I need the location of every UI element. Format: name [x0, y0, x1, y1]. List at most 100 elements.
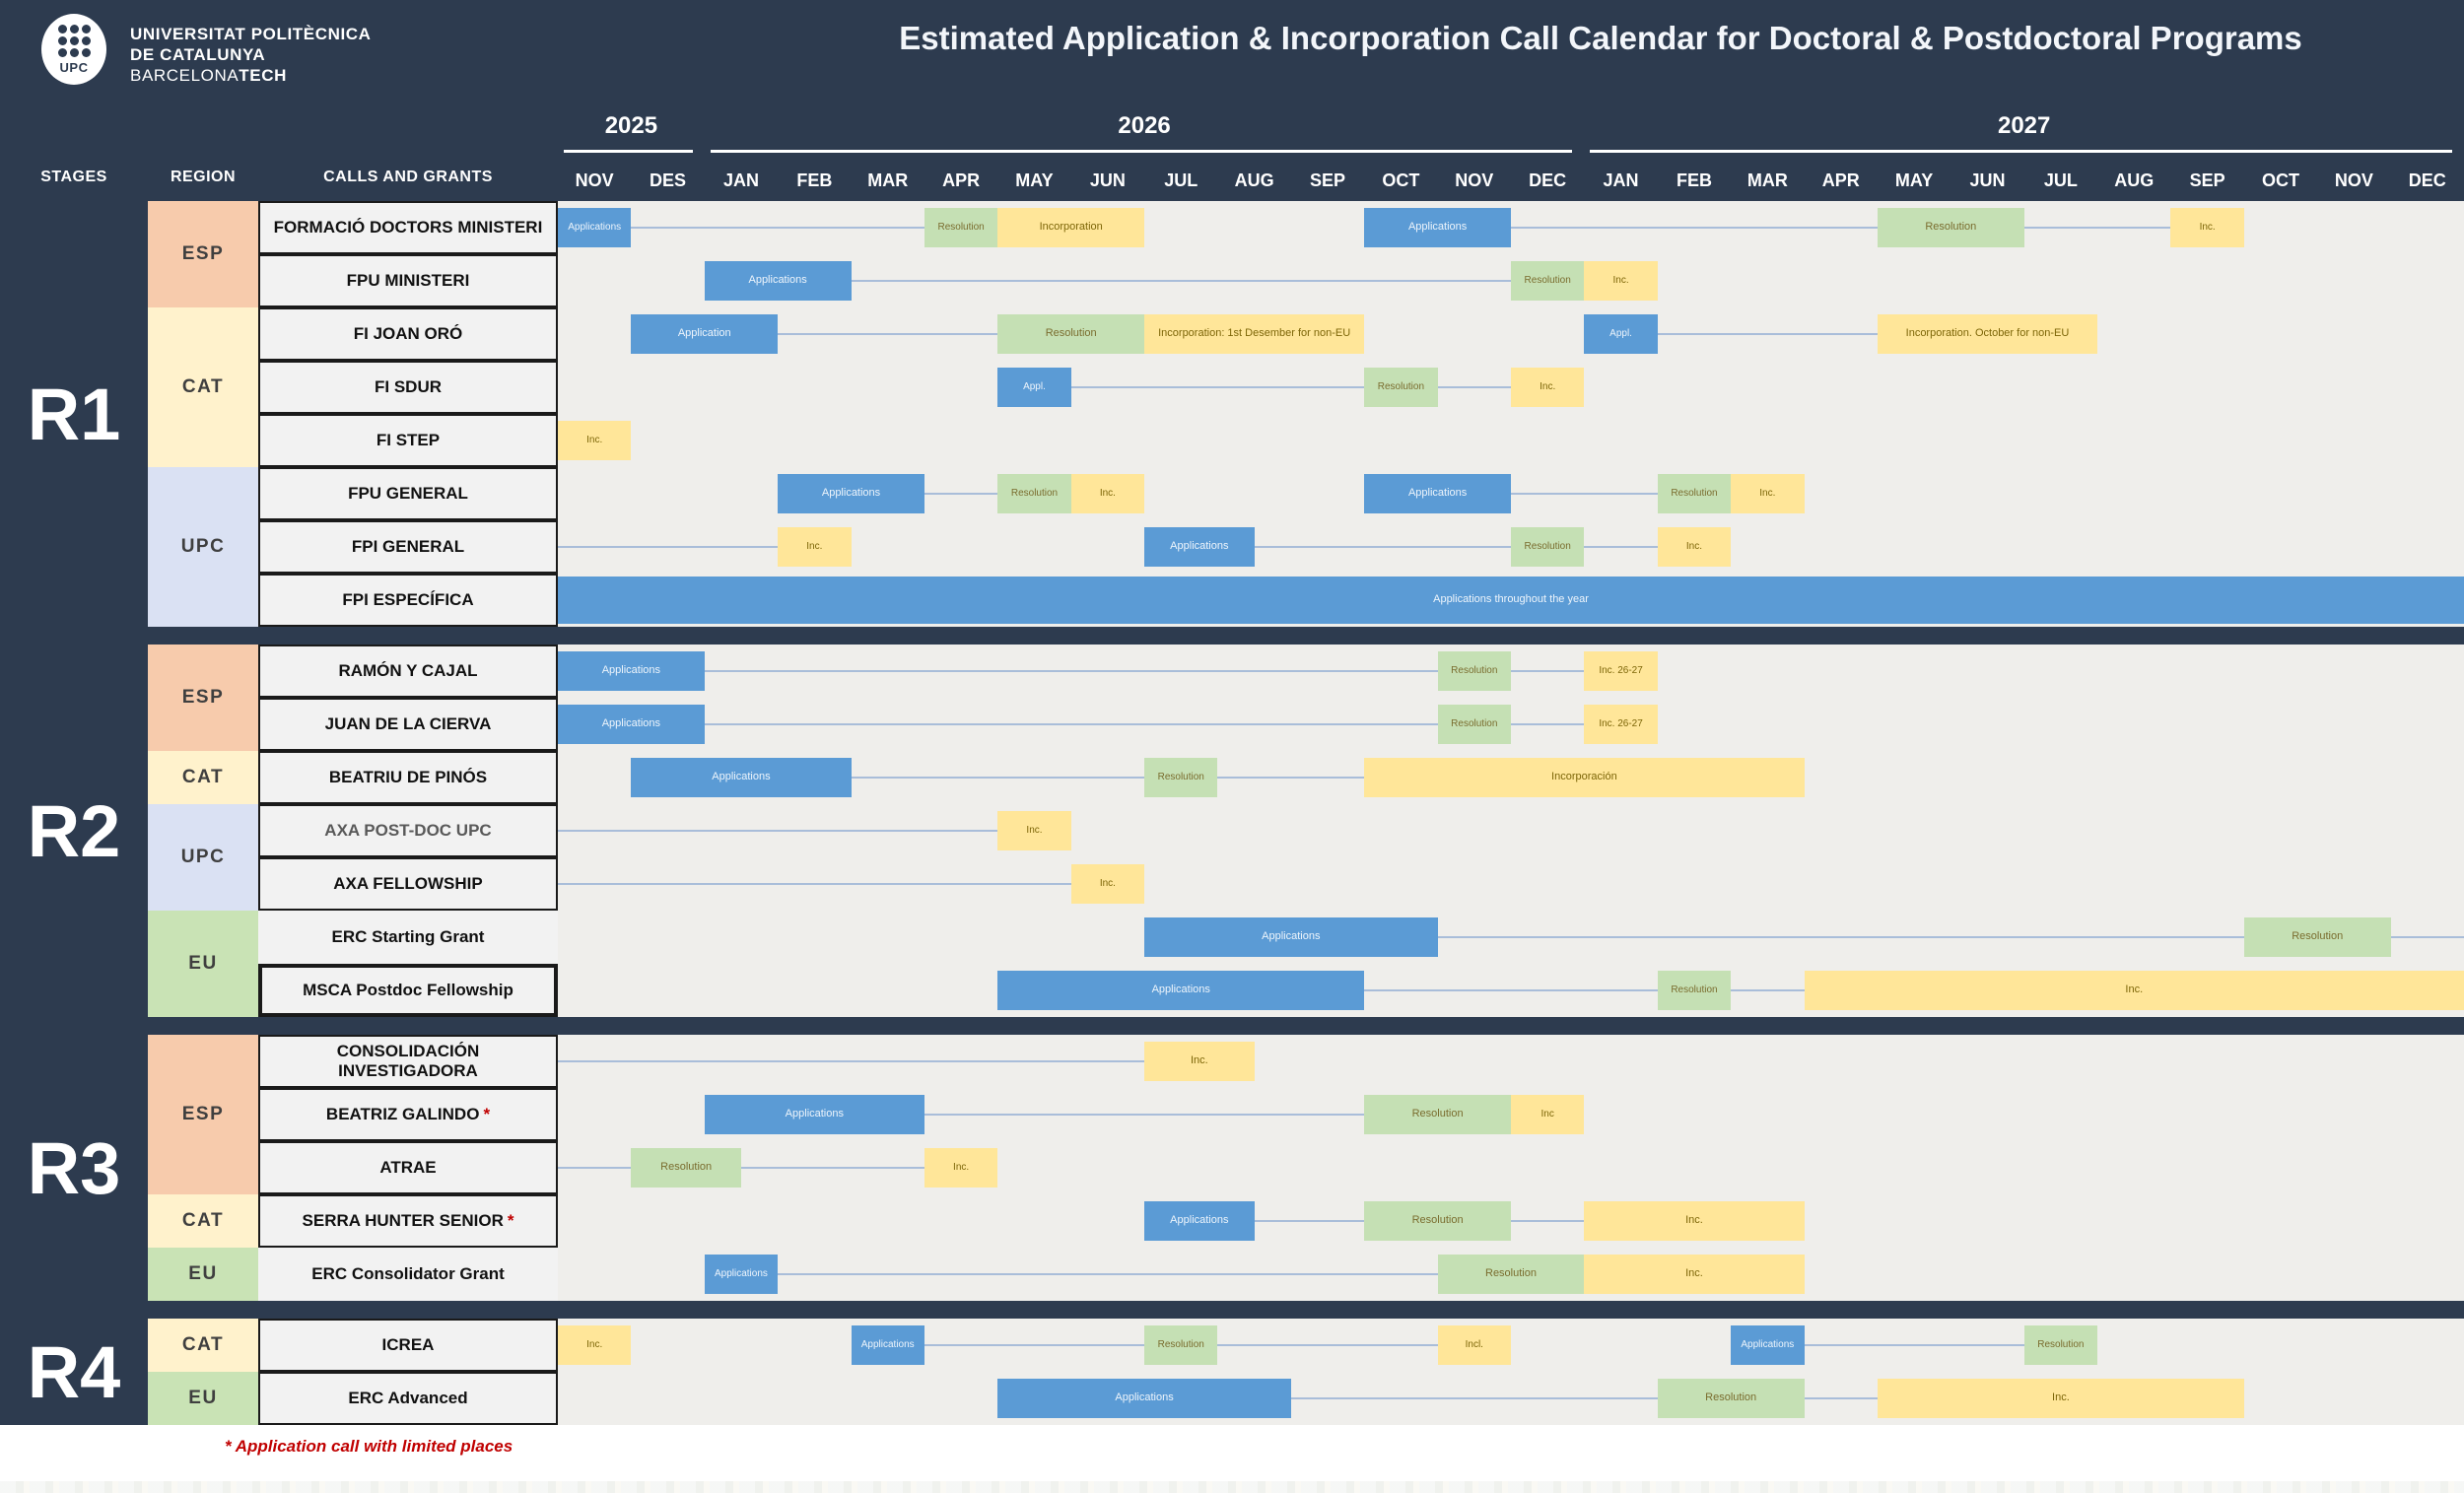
gantt-bar-res: Resolution	[1364, 1201, 1511, 1241]
cutoff-bottom-strip	[0, 1481, 2464, 1493]
university-name: UNIVERSITAT POLITÈCNICA DE CATALUNYA BAR…	[130, 24, 372, 86]
gantt-bar-inc: Inc.	[1584, 261, 1657, 301]
footer: * Application call with limited places	[0, 1425, 2464, 1493]
region-block-eu: EU	[148, 1248, 258, 1301]
gantt-bar-app: Applications	[1731, 1325, 1804, 1365]
region-block-esp: ESP	[148, 201, 258, 307]
gantt-bar-res: Resolution	[924, 208, 997, 247]
upc-logo-acronym: UPC	[60, 60, 89, 75]
month-label: NOV	[558, 170, 631, 191]
connector-line	[1658, 333, 1878, 335]
region-block-esp: ESP	[148, 645, 258, 751]
call-label: FORMACIÓ DOCTORS MINISTERI	[258, 201, 558, 254]
gantt-bar-inc: Inc.	[558, 1325, 631, 1365]
upc-logo-dots-icon	[58, 25, 91, 57]
month-label: JAN	[705, 170, 778, 191]
call-label: BEATRIU DE PINÓS	[258, 751, 558, 804]
month-label: NOV	[1438, 170, 1511, 191]
connector-line	[1438, 936, 2244, 938]
region-block-cat: CAT	[148, 751, 258, 804]
stage-label-R2: R2	[0, 645, 148, 1017]
gantt-bar-res: Resolution	[2244, 917, 2391, 957]
gantt-bar-app: Applications	[1364, 208, 1511, 247]
gantt-bar-res: Resolution	[1438, 705, 1511, 744]
limited-places-note: * Application call with limited places	[225, 1437, 513, 1457]
gantt-bar-inc: Inc.	[2170, 208, 2243, 247]
gantt-bar-app: Applications	[997, 1379, 1291, 1418]
gantt-bar-res: Resolution	[997, 314, 1144, 354]
gantt-bar-inc: Inc.	[1511, 368, 1584, 407]
call-label: ERC Advanced	[258, 1372, 558, 1425]
gantt-bar-inc: Incorporación	[1364, 758, 1804, 797]
gantt-bar-res: Resolution	[1878, 208, 2024, 247]
gantt-bar-inc: Inc	[1511, 1095, 1584, 1134]
org-line3: BARCELONATECH	[130, 65, 372, 86]
slide-calendar: UPC UNIVERSITAT POLITÈCNICA DE CATALUNYA…	[0, 0, 2464, 1493]
gantt-bar-app: Applications	[1364, 474, 1511, 513]
gantt-bar-res: Resolution	[1364, 1095, 1511, 1134]
call-label: ICREA	[258, 1319, 558, 1372]
gantt-bar-inc: Inc.	[997, 811, 1070, 850]
connector-line	[558, 546, 778, 548]
connector-line	[1255, 546, 1511, 548]
month-label: OCT	[1364, 170, 1437, 191]
section-R1: ESPCATUPCFORMACIÓ DOCTORS MINISTERIAppli…	[148, 201, 2464, 627]
org-line1: UNIVERSITAT POLITÈCNICA	[130, 24, 372, 44]
month-label: MAR	[852, 170, 924, 191]
month-label: JUN	[1951, 170, 2023, 191]
month-label: SEP	[1291, 170, 1364, 191]
gantt-bar-res: Resolution	[1511, 261, 1584, 301]
gantt-bar-inc: Inc.	[1144, 1042, 1255, 1081]
call-label: ATRAE	[258, 1141, 558, 1194]
gantt-bar-res: Resolution	[631, 1148, 741, 1188]
connector-line	[1731, 989, 1804, 991]
region-block-cat: CAT	[148, 1319, 258, 1372]
month-label: APR	[924, 170, 997, 191]
call-label: CONSOLIDACIÓN INVESTIGADORA	[258, 1035, 558, 1088]
gantt-bar-app: Applications	[558, 705, 705, 744]
month-label: DEC	[2391, 170, 2464, 191]
column-header-stages: STAGES	[0, 169, 148, 186]
gantt-bar-inc: Incorporation: 1st Desember for non-EU	[1144, 314, 1364, 354]
connector-line	[1511, 1220, 1584, 1222]
gantt-bar-inc: Inc. 26-27	[1584, 705, 1657, 744]
page-title: Estimated Application & Incorporation Ca…	[749, 20, 2452, 57]
gantt-bar-app: Applications	[705, 261, 852, 301]
call-label: FI STEP	[258, 414, 558, 467]
connector-line	[1364, 989, 1658, 991]
month-label: JUN	[1071, 170, 1144, 191]
column-header-region: REGION	[148, 169, 258, 186]
gantt-bar-app: Applications throughout the year	[558, 577, 2464, 624]
gantt-bar-inc: Incorporation. October for non-EU	[1878, 314, 2097, 354]
call-label: JUAN DE LA CIERVA	[258, 698, 558, 751]
call-label: FI JOAN ORÓ	[258, 307, 558, 361]
gantt-bar-inc: Inc.	[1584, 1255, 1804, 1294]
gantt-bar-app: Applications	[1144, 917, 1438, 957]
month-label: DEC	[1511, 170, 1584, 191]
connector-line	[852, 777, 1145, 779]
month-label: OCT	[2244, 170, 2317, 191]
connector-line	[924, 1344, 1144, 1346]
connector-line	[558, 1060, 1144, 1062]
call-label: AXA FELLOWSHIP	[258, 857, 558, 911]
gantt-bar-res: Resolution	[1144, 1325, 1217, 1365]
stage-label-R4: R4	[0, 1319, 148, 1425]
region-block-eu: EU	[148, 1372, 258, 1425]
gantt-bar-inc: Inc.	[1071, 864, 1144, 904]
gantt-bar-inc: Inc.	[558, 421, 631, 460]
gantt-bar-inc: Inc.	[1731, 474, 1804, 513]
gantt-bar-res: Resolution	[997, 474, 1070, 513]
connector-line	[1511, 670, 1584, 672]
call-label: RAMÓN Y CAJAL	[258, 645, 558, 698]
year-underline	[1590, 150, 2452, 153]
connector-line	[1291, 1397, 1658, 1399]
section-R4: CATEUICREAInc.ApplicationsResolutionIncl…	[148, 1319, 2464, 1425]
gantt-bar-app: Appl.	[1584, 314, 1657, 354]
call-label: FPU MINISTERI	[258, 254, 558, 307]
stage-label-R3: R3	[0, 1035, 148, 1301]
gantt-bar-inc: Incorporation	[997, 208, 1144, 247]
connector-line	[1584, 546, 1657, 548]
call-label: MSCA Postdoc Fellowship	[258, 964, 558, 1017]
connector-line	[558, 883, 1071, 885]
call-label: FPU GENERAL	[258, 467, 558, 520]
